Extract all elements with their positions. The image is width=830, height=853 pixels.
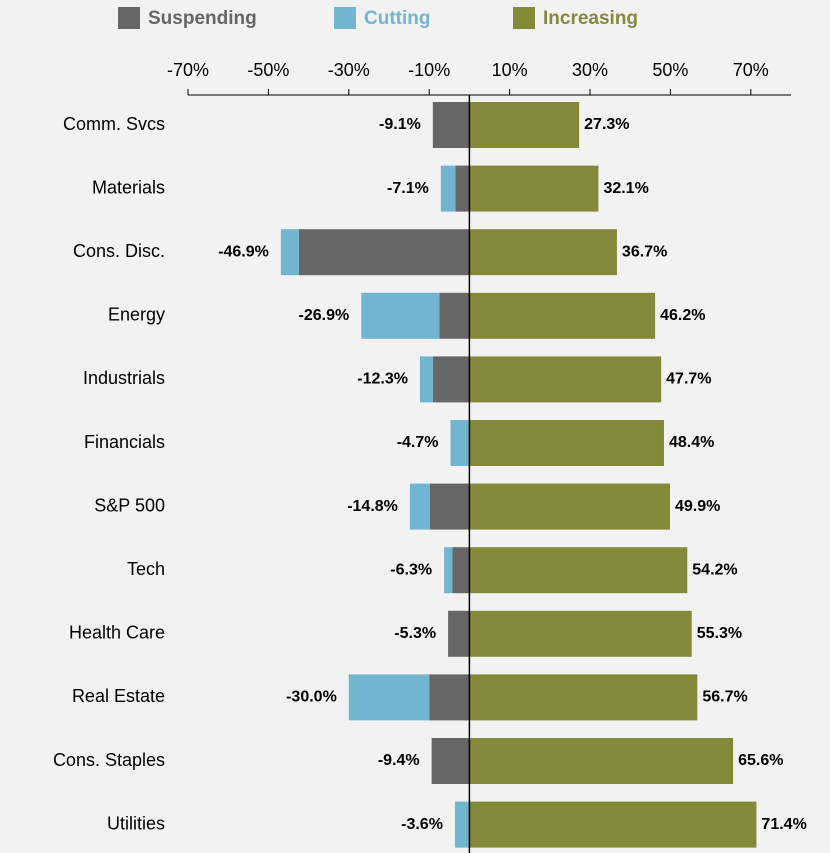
bar-segment <box>409 483 431 530</box>
value-label: 55.3% <box>697 625 742 642</box>
bar-segment <box>469 738 734 784</box>
bar-segment <box>469 610 692 657</box>
bar-segment <box>280 229 299 276</box>
value-label: 46.2% <box>660 307 705 324</box>
value-label: 32.1% <box>603 180 648 197</box>
bar-segment <box>361 292 440 339</box>
x-tick-label: 70% <box>733 60 769 80</box>
bar-segment <box>439 292 470 339</box>
value-label: 47.7% <box>666 371 711 388</box>
value-label: 48.4% <box>669 434 714 451</box>
value-label: 27.3% <box>584 116 629 133</box>
bar-segment <box>432 356 470 403</box>
bar-segment <box>430 483 470 530</box>
x-tick-label: -70% <box>167 60 209 80</box>
net-negative-label: -3.6% <box>401 816 443 833</box>
bar-segment <box>469 356 662 403</box>
category-label: Energy <box>108 305 165 325</box>
x-tick-label: -50% <box>247 60 289 80</box>
bar-segment <box>469 483 670 530</box>
bar-segment <box>469 547 688 594</box>
bar-segment <box>450 420 470 466</box>
category-label: Financials <box>84 432 165 452</box>
category-label: Cons. Staples <box>53 750 165 770</box>
bar-segment <box>429 674 470 721</box>
legend-swatch <box>334 7 356 29</box>
net-negative-label: -6.3% <box>390 561 432 578</box>
bar-segment <box>469 674 698 721</box>
net-negative-label: -26.9% <box>299 307 350 324</box>
value-label: 49.9% <box>675 498 720 515</box>
bar-segment <box>448 610 470 657</box>
x-tick-label: -10% <box>408 60 450 80</box>
value-label: 54.2% <box>692 561 737 578</box>
net-negative-label: -9.4% <box>378 752 420 769</box>
value-label: 71.4% <box>761 816 806 833</box>
value-label: 36.7% <box>622 243 667 260</box>
bar-segment <box>298 229 470 276</box>
bar-segment <box>431 738 470 784</box>
category-label: Real Estate <box>72 686 165 706</box>
legend-swatch <box>118 7 140 29</box>
net-negative-label: -5.3% <box>394 625 436 642</box>
bar-segment <box>469 229 617 276</box>
x-tick-label: -30% <box>328 60 370 80</box>
bar-segment <box>469 102 580 148</box>
net-negative-label: -7.1% <box>387 180 429 197</box>
category-label: Health Care <box>69 623 165 643</box>
net-negative-label: -46.9% <box>218 243 269 260</box>
bar-segment <box>454 801 470 848</box>
value-label: 56.7% <box>702 689 747 706</box>
net-negative-label: -4.7% <box>397 434 439 451</box>
category-label: S&P 500 <box>94 495 165 515</box>
category-label: Comm. Svcs <box>63 114 165 134</box>
legend-label: Increasing <box>543 8 638 29</box>
legend-swatch <box>513 7 535 29</box>
category-label: Cons. Disc. <box>73 241 165 261</box>
x-tick-label: 30% <box>572 60 608 80</box>
net-negative-label: -12.3% <box>357 371 408 388</box>
category-label: Materials <box>92 177 165 197</box>
bar-segment <box>469 292 656 339</box>
bar-segment <box>452 547 470 594</box>
bar-segment <box>469 420 664 466</box>
x-tick-label: 10% <box>492 60 528 80</box>
x-tick-label: 50% <box>652 60 688 80</box>
category-label: Tech <box>127 559 165 579</box>
net-negative-label: -30.0% <box>286 689 337 706</box>
category-label: Utilities <box>107 813 165 833</box>
bar-segment <box>440 165 456 212</box>
legend-label: Suspending <box>148 8 257 29</box>
net-negative-label: -14.8% <box>347 498 398 515</box>
bar-segment <box>432 102 470 148</box>
bar-segment <box>348 674 430 721</box>
bar-segment <box>469 165 599 212</box>
category-label: Industrials <box>83 368 165 388</box>
value-label: 65.6% <box>738 752 783 769</box>
bar-segment <box>455 165 470 212</box>
bar-segment <box>444 547 453 594</box>
net-negative-label: -9.1% <box>379 116 421 133</box>
legend-label: Cutting <box>364 8 430 29</box>
bar-segment <box>469 801 757 848</box>
bar-segment <box>419 356 433 403</box>
